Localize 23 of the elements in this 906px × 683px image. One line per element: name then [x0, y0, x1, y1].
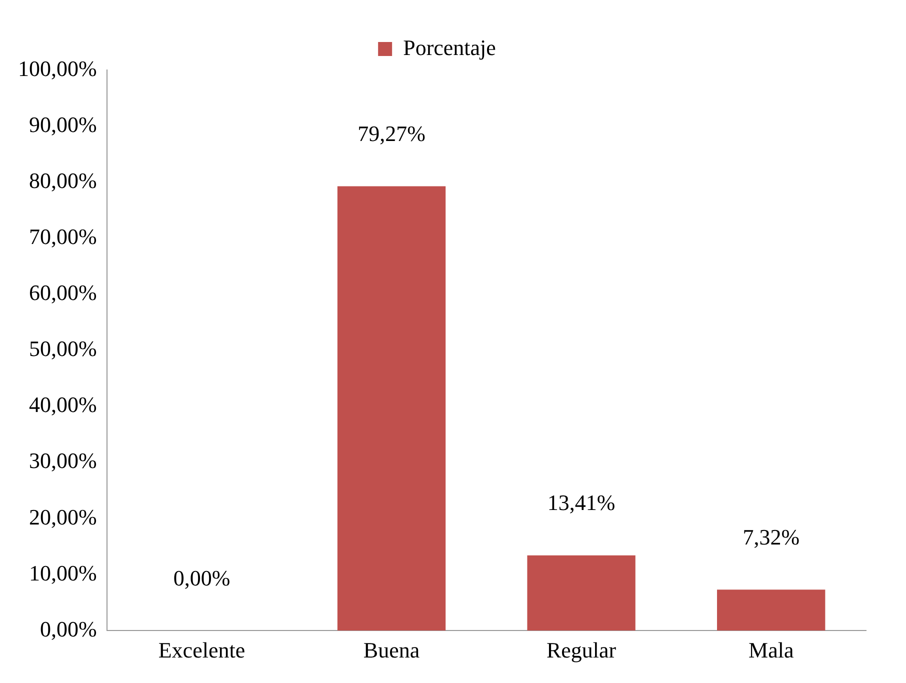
x-tick-label: Excelente: [158, 638, 246, 663]
legend-label: Porcentaje: [403, 34, 496, 60]
x-tick-label: Buena: [363, 638, 420, 663]
y-tick-label: 60,00%: [29, 280, 97, 306]
bar: [527, 555, 636, 631]
text: 79,27%: [358, 120, 426, 146]
x-tick-label: Mala: [748, 638, 794, 663]
text: 7,32%: [742, 524, 800, 550]
y-tick-label: 80,00%: [29, 168, 97, 193]
text: 0,00%: [173, 565, 230, 590]
y-tick-label: 0,00%: [40, 616, 97, 642]
y-tick-label: 50,00%: [29, 336, 97, 362]
y-tick-label: 100,00%: [18, 56, 97, 81]
y-tick-label: 10,00%: [29, 560, 97, 586]
y-tick-label: 20,00%: [29, 504, 97, 530]
y-tick-label: 30,00%: [29, 448, 97, 474]
text: 13,41%: [547, 490, 616, 516]
y-tick-label: 90,00%: [29, 112, 97, 137]
y-tick-label: 70,00%: [29, 224, 97, 249]
bar: [337, 186, 446, 631]
y-tick-label: 40,00%: [29, 392, 97, 418]
x-tick-label: Regular: [546, 638, 617, 663]
bar: [717, 590, 826, 631]
